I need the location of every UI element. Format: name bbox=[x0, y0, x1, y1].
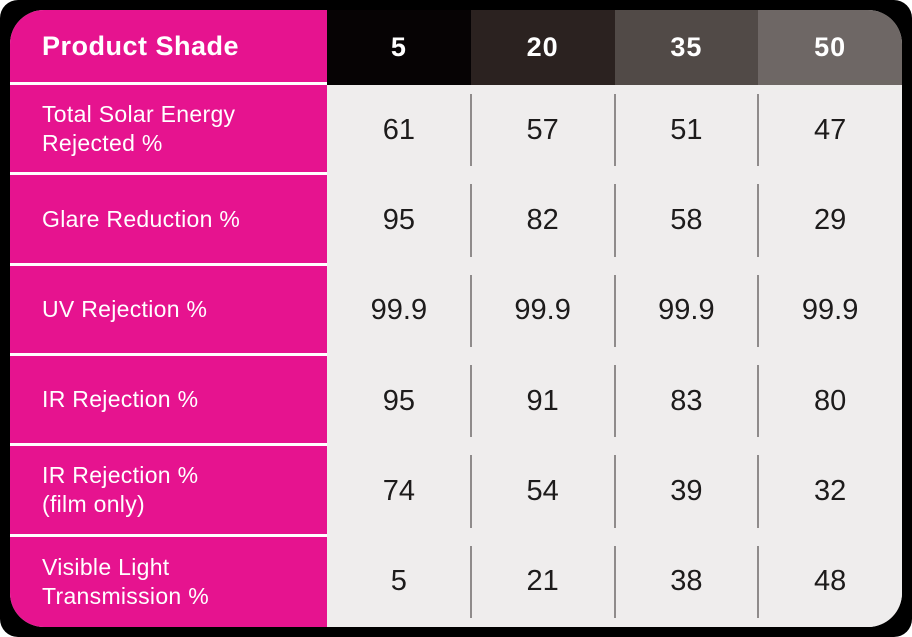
column-header-shade-5: 5 bbox=[327, 10, 471, 85]
column-header-shade-35: 35 bbox=[614, 10, 759, 85]
value-cell: 21 bbox=[469, 536, 615, 627]
value-cell: 32 bbox=[757, 446, 902, 537]
value-cell: 99.9 bbox=[469, 265, 615, 356]
value-cell: 39 bbox=[613, 446, 759, 537]
column-header-shade-20: 20 bbox=[470, 10, 615, 85]
value-cell: 47 bbox=[757, 85, 902, 176]
value-cell: 74 bbox=[327, 446, 471, 537]
value-cell: 29 bbox=[757, 175, 902, 266]
value-cell: 99.9 bbox=[613, 265, 759, 356]
table-corner-header: Product Shade bbox=[10, 10, 327, 85]
value-cell: 80 bbox=[757, 356, 902, 447]
value-cell: 58 bbox=[613, 175, 759, 266]
value-cell: 91 bbox=[469, 356, 615, 447]
row-label-glare-reduction: Glare Reduction % bbox=[10, 175, 327, 266]
value-cell: 38 bbox=[613, 536, 759, 627]
row-label-ir-rejection-film-only: IR Rejection % (film only) bbox=[10, 446, 327, 537]
value-cell: 5 bbox=[327, 536, 471, 627]
value-cell: 83 bbox=[613, 356, 759, 447]
row-label-ir-rejection: IR Rejection % bbox=[10, 356, 327, 447]
value-cell: 51 bbox=[613, 85, 759, 176]
value-cell: 57 bbox=[469, 85, 615, 176]
value-cell: 48 bbox=[757, 536, 902, 627]
product-shade-spec-table: Product Shade 5 20 35 50 Total Solar Ene… bbox=[10, 10, 902, 627]
column-header-shade-50: 50 bbox=[758, 10, 902, 85]
row-label-visible-light-transmission: Visible Light Transmission % bbox=[10, 536, 327, 627]
value-cell: 54 bbox=[469, 446, 615, 537]
value-cell: 95 bbox=[327, 356, 471, 447]
value-cell: 99.9 bbox=[757, 265, 902, 356]
row-label-total-solar-energy-rejected: Total Solar Energy Rejected % bbox=[10, 85, 327, 176]
value-cell: 95 bbox=[327, 175, 471, 266]
row-label-uv-rejection: UV Rejection % bbox=[10, 265, 327, 356]
value-cell: 61 bbox=[327, 85, 471, 176]
value-cell: 82 bbox=[469, 175, 615, 266]
value-cell: 99.9 bbox=[327, 265, 471, 356]
